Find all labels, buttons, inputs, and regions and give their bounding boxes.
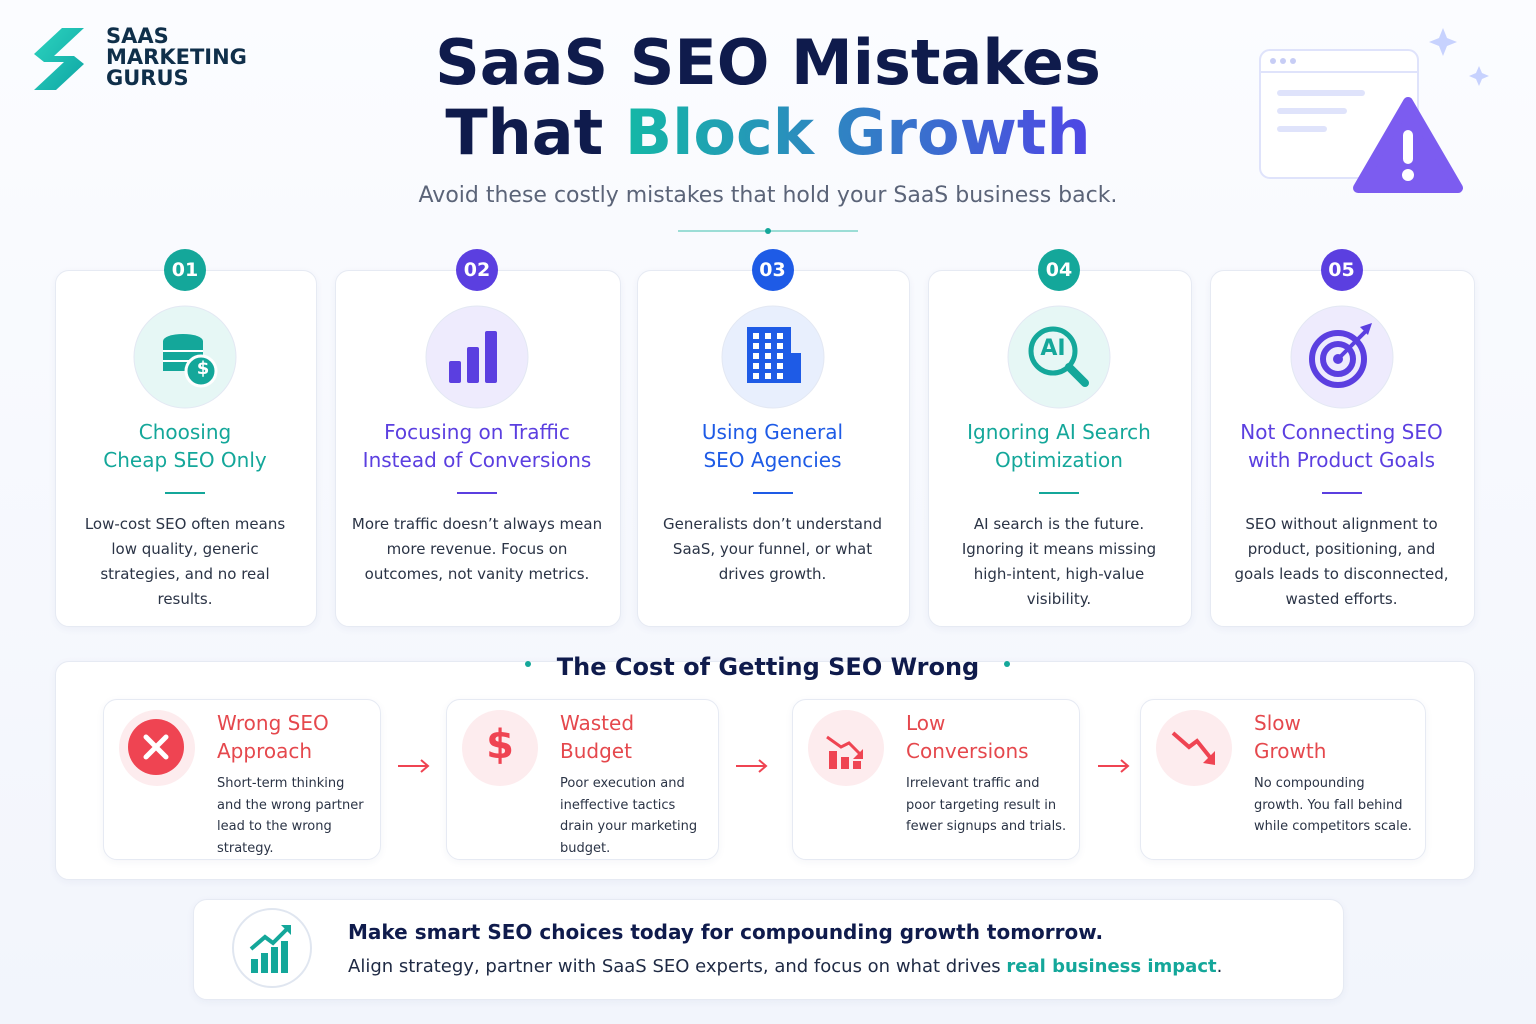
icon-label: AI — [1040, 336, 1066, 361]
footer-highlight: real business impact — [1006, 956, 1217, 977]
cost-description: Irrelevant traffic and poor targeting re… — [906, 776, 1067, 834]
icon-label: $ — [196, 358, 210, 379]
footer-icon — [232, 908, 312, 988]
title-line: That Block Growth — [0, 98, 1536, 168]
cost-heading: The Cost of Getting SEO Wrong — [556, 653, 980, 681]
cost-icon — [462, 710, 538, 786]
cost-title: Wasted — [560, 711, 635, 735]
mistake-title: Choosing — [138, 420, 232, 444]
title-divider — [165, 492, 205, 494]
mistake-title: Ignoring AI Search — [967, 420, 1151, 444]
number-badge: 03 — [751, 249, 794, 291]
footer-text: Align strategy, partner with SaaS SEO ex… — [348, 956, 1222, 977]
title-divider — [457, 492, 497, 494]
mistake-icon — [721, 305, 824, 409]
cost-title: Approach — [217, 739, 313, 763]
cost-description: Poor execution and ineffective tactics d… — [560, 776, 698, 856]
flow-arrow — [736, 759, 768, 773]
number-badge: 01 — [164, 249, 206, 291]
title-highlight: Block Growth — [624, 96, 1091, 169]
footer-text-end: . — [1216, 956, 1223, 977]
logo-line: GURUS — [106, 66, 189, 90]
mistake-title: Not Connecting SEO — [1240, 420, 1443, 444]
heading-dots — [525, 661, 1010, 667]
mistake-icon — [133, 305, 237, 409]
warning-illustration — [1259, 28, 1489, 193]
cost-icon — [1156, 710, 1232, 786]
mistake-title: Optimization — [995, 448, 1123, 472]
title-divider — [752, 492, 793, 494]
mistake-title: Cheap SEO Only — [103, 448, 267, 472]
icon-label: $ — [486, 722, 514, 768]
mistake-title: Focusing on Traffic — [384, 420, 570, 444]
number-badge: 02 — [456, 249, 498, 291]
mistake-description: Generalists don’t understand SaaS, your … — [662, 515, 883, 583]
logo-line: MARKETING — [106, 45, 247, 69]
subtitle: Avoid these costly mistakes that hold yo… — [418, 183, 1118, 208]
mistake-description: More traffic doesn’t always mean more re… — [351, 515, 603, 583]
number-badge: 05 — [1320, 249, 1363, 291]
cost-title: Conversions — [906, 739, 1029, 763]
title-divider — [1321, 492, 1362, 494]
mistake-description: AI search is the future. Ignoring it mea… — [961, 515, 1157, 608]
cost-title: Wrong SEO — [217, 711, 329, 735]
cost-description: Short-term thinking and the wrong partne… — [217, 776, 364, 856]
mistake-title: Using General — [701, 420, 844, 444]
mistake-title: SEO Agencies — [703, 448, 842, 472]
cost-title: Budget — [560, 739, 632, 763]
logo-line: SAAS — [106, 24, 169, 48]
cost-title: Low — [906, 711, 946, 735]
cost-title: Growth — [1254, 739, 1327, 763]
logo-icon — [34, 28, 84, 90]
mistake-description: Low-cost SEO often means low quality, ge… — [84, 515, 286, 608]
mistake-description: SEO without alignment to product, positi… — [1234, 515, 1449, 608]
mistake-icon — [1007, 305, 1111, 409]
flow-arrow — [398, 759, 430, 773]
cost-icon — [119, 710, 195, 786]
footer-heading: Make smart SEO choices today for compoun… — [348, 920, 1104, 944]
cost-title: Slow — [1254, 711, 1301, 735]
mistake-icon — [1290, 305, 1393, 409]
cost-description: No compounding growth. You fall behind w… — [1254, 776, 1412, 834]
title-text: That — [445, 96, 604, 169]
footer-text-start: Align strategy, partner with SaaS SEO ex… — [348, 956, 1007, 977]
title: SaaS SEO Mistakes That Block Growth — [0, 28, 1536, 168]
number-badge: 04 — [1038, 249, 1080, 291]
mistake-title: with Product Goals — [1247, 448, 1436, 472]
mistake-icon — [425, 305, 529, 409]
mistake-title: Instead of Conversions — [362, 448, 592, 472]
footer-panel — [193, 899, 1344, 1000]
title-line: SaaS SEO Mistakes — [435, 26, 1101, 99]
flow-arrow — [1098, 759, 1130, 773]
divider — [678, 228, 858, 234]
cost-icon — [808, 710, 884, 786]
logo-text: SAAS MARKETING GURUS — [106, 26, 247, 89]
title-divider — [1039, 492, 1079, 494]
